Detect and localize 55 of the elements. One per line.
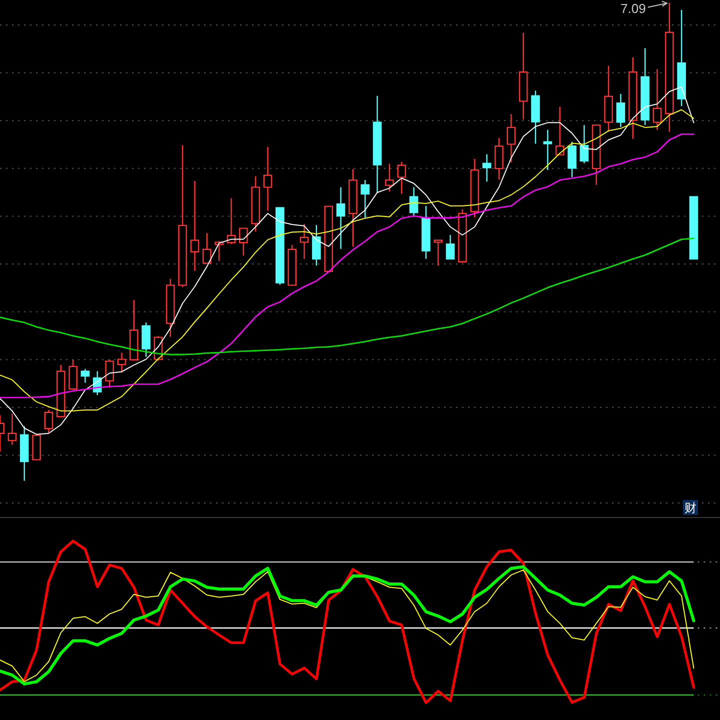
candlestick — [239, 228, 248, 256]
annotation-badge: 财 — [683, 500, 698, 515]
candlestick — [482, 154, 492, 182]
candlestick — [628, 56, 638, 140]
candlestick — [80, 368, 90, 384]
candlestick — [348, 168, 358, 248]
candlestick — [178, 144, 187, 288]
candlestick — [20, 426, 29, 482]
candlestick — [568, 141, 576, 178]
candlestick — [226, 198, 236, 245]
candlestick — [68, 359, 78, 390]
candlestick — [44, 409, 54, 434]
candlestick — [555, 106, 564, 156]
candlestick — [190, 180, 200, 272]
candlestick — [300, 223, 309, 260]
candlestick — [397, 161, 406, 194]
candlestick — [202, 232, 212, 264]
candlestick — [518, 32, 528, 120]
annotation: 7.09 — [620, 1, 646, 16]
candlestick — [604, 65, 613, 132]
candlestick — [506, 113, 516, 163]
candlestick — [336, 186, 346, 250]
candlestick — [580, 124, 589, 164]
candlestick — [117, 352, 126, 374]
candlestick — [251, 176, 260, 232]
candlestick — [434, 240, 443, 266]
candlestick — [263, 146, 272, 212]
candlestick — [652, 68, 662, 130]
candlestick — [8, 413, 17, 446]
candlestick — [446, 234, 455, 260]
candlestick — [458, 208, 467, 264]
candlestick — [372, 95, 382, 194]
candlestick — [543, 129, 552, 171]
candlestick — [640, 48, 650, 126]
candlestick — [166, 278, 175, 338]
candlestick — [531, 90, 540, 144]
candlestick — [470, 158, 480, 218]
candlestick — [312, 224, 321, 266]
candlestick — [689, 196, 698, 260]
candlestick — [592, 124, 601, 186]
candlestick — [142, 322, 150, 358]
candlestick — [129, 299, 138, 360]
candlestick — [385, 163, 394, 192]
candlestick — [616, 93, 626, 128]
candlestick — [422, 205, 430, 260]
candlestick — [360, 179, 370, 218]
candlestick — [677, 9, 686, 107]
candlestick — [105, 359, 114, 388]
candlestick — [324, 206, 333, 272]
candlestick — [276, 207, 284, 286]
candlestick — [32, 433, 41, 460]
candlestick — [56, 364, 66, 418]
candlestick — [288, 244, 296, 286]
candlestick — [409, 186, 418, 218]
candlestick — [494, 137, 504, 180]
